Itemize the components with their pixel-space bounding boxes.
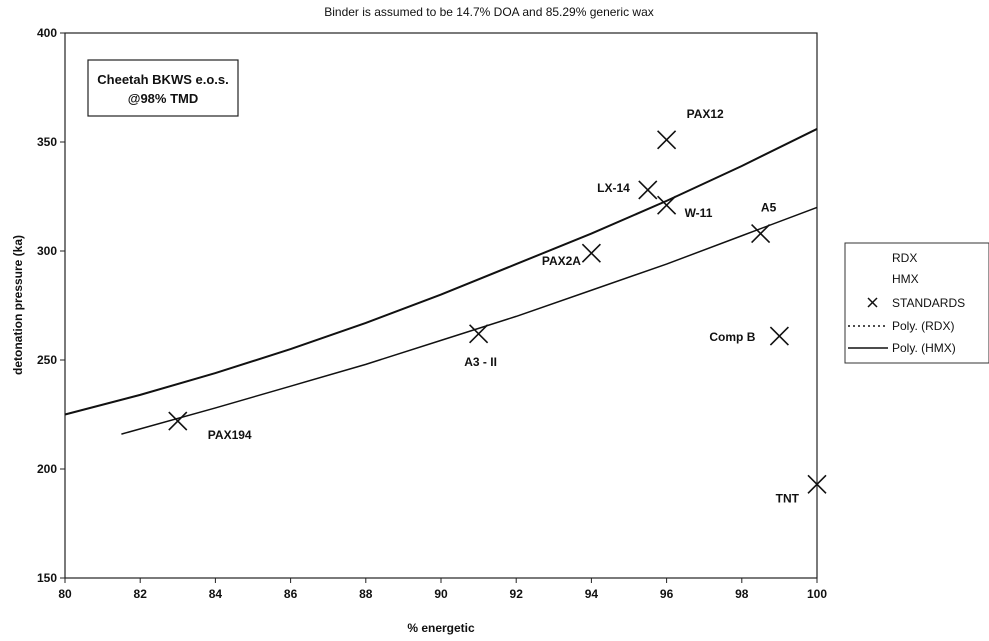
point-label: A3 - II (464, 355, 497, 369)
y-tick-label: 200 (37, 462, 57, 476)
legend-label-poly-rdx: Poly. (RDX) (892, 319, 954, 333)
annotation-box: Cheetah BKWS e.o.s. @98% TMD (87, 59, 239, 117)
x-tick-label: 86 (284, 587, 298, 601)
standard-point-lx-14 (638, 180, 658, 200)
legend-marker-standards (867, 297, 878, 308)
legend-label-standards: STANDARDS (892, 296, 965, 310)
x-tick-label: 82 (134, 587, 148, 601)
data-points: PAX194 A3 - II PAX2A LX-14 PAX12 W-11 A5 Comp B… (168, 107, 827, 505)
annotation-line-1: Cheetah BKWS e.o.s. (97, 72, 228, 87)
standard-point-pax12 (657, 130, 677, 150)
curve-poly-rdx (121, 206, 818, 435)
standard-point-a5 (751, 223, 771, 244)
standard-point-w-11 (657, 195, 677, 215)
y-tick-label: 250 (37, 353, 57, 367)
legend-label-poly-hmx: Poly. (HMX) (892, 341, 956, 355)
point-label: Comp B (709, 330, 755, 344)
chart-title: Binder is assumed to be 14.7% DOA and 85… (324, 5, 654, 19)
point-label: PAX2A (542, 254, 581, 268)
x-tick-label: 94 (585, 587, 599, 601)
y-tick-label: 150 (37, 571, 57, 585)
curve-poly-hmx (64, 128, 818, 416)
y-tick-label: 400 (37, 26, 57, 40)
point-label: W-11 (685, 206, 713, 220)
point-label: PAX12 (687, 107, 724, 121)
point-label: TNT (776, 491, 800, 505)
y-tick-label: 350 (37, 135, 57, 149)
legend-label-hmx: HMX (892, 272, 919, 286)
x-tick-label: 98 (735, 587, 749, 601)
trendlines (64, 128, 818, 435)
x-tick-label: 80 (58, 587, 72, 601)
annotation-line-2: @98% TMD (128, 91, 198, 106)
x-tick-label: 92 (510, 587, 524, 601)
standard-point-comp-b (769, 326, 789, 346)
standard-point-pax194 (168, 411, 188, 431)
x-tick-label: 90 (434, 587, 448, 601)
axis-ticks: 80 82 84 86 88 90 92 94 96 98 100 150 200 250 300 350 40… (37, 26, 827, 601)
standard-point-a3-ii (469, 324, 489, 344)
point-label: LX-14 (597, 181, 630, 195)
x-tick-label: 100 (807, 587, 827, 601)
x-tick-label: 84 (209, 587, 223, 601)
x-axis-label: % energetic (407, 621, 475, 635)
y-tick-label: 300 (37, 244, 57, 258)
legend-label-rdx: RDX (892, 251, 917, 265)
y-axis-label: detonation pressure (ka) (11, 235, 25, 375)
standard-point-pax2a (581, 243, 601, 263)
legend-frame (844, 242, 989, 364)
x-tick-label: 96 (660, 587, 674, 601)
standard-point-tnt (807, 474, 827, 494)
point-label: A5 (761, 201, 777, 215)
x-tick-label: 88 (359, 587, 373, 601)
legend: RDX HMX STANDARDS Poly. (RDX) Poly. (HMX… (844, 242, 989, 364)
annotation-frame (87, 59, 239, 117)
point-label: PAX194 (208, 428, 252, 442)
